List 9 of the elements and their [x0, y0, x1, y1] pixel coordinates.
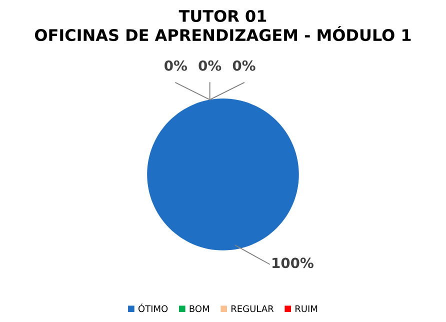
data-label: 100% [272, 258, 314, 268]
legend-label: BOM [190, 305, 209, 312]
legend-label: REGULAR [231, 305, 274, 312]
legend-label: ÓTIMO [138, 304, 168, 312]
chart-title: TUTOR 01 OFICINAS DE APRENDIZAGEM - MÓDULO 1 [34, 10, 411, 42]
text: 0% [232, 60, 256, 71]
text: 0% [164, 60, 188, 71]
legend-label: RUIM [296, 305, 318, 312]
text: 0% [198, 60, 222, 71]
